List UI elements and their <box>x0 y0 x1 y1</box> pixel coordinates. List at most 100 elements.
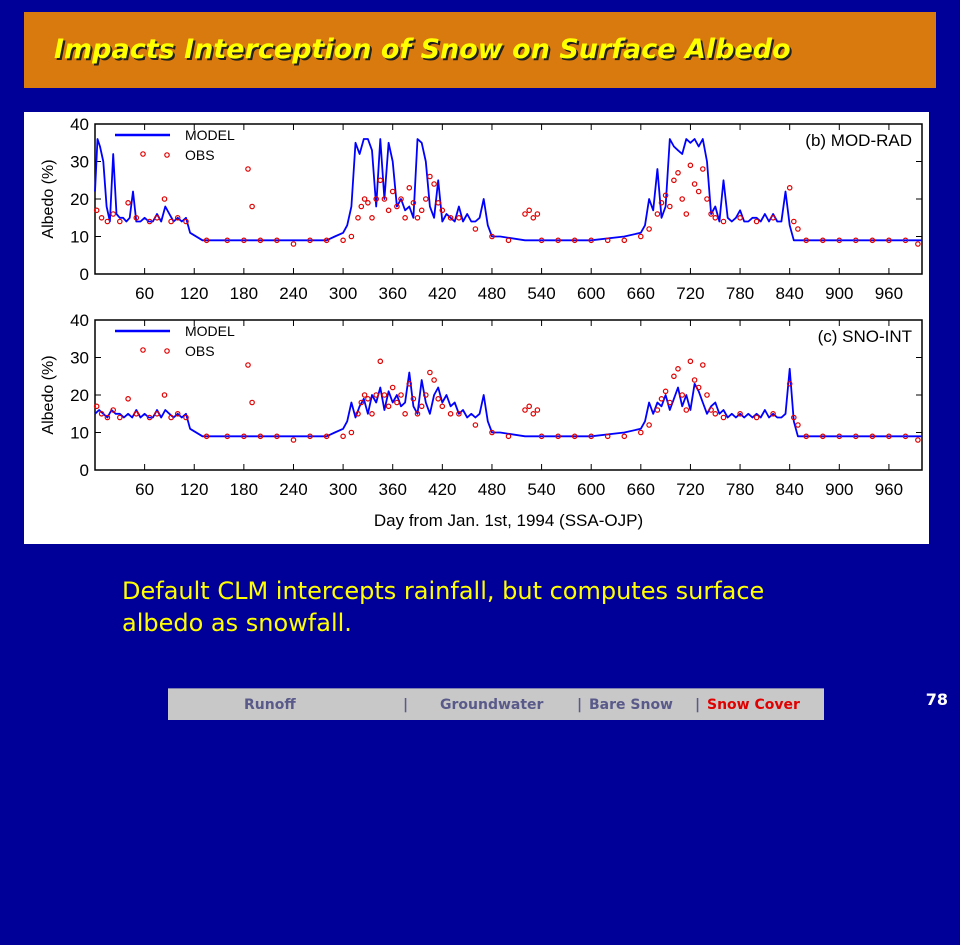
obs-point <box>472 226 479 232</box>
obs-point <box>369 410 375 417</box>
obs-point <box>203 433 210 440</box>
obs-point <box>203 237 210 244</box>
obs-point <box>679 196 686 202</box>
nav-separator: | <box>577 697 583 713</box>
obs-point <box>104 218 111 225</box>
obs-point <box>489 233 495 240</box>
nav-bare-snow[interactable]: Bare Snow <box>589 697 673 713</box>
obs-point <box>621 237 628 244</box>
nav-separator: | <box>695 697 701 713</box>
obs-point <box>712 215 719 221</box>
obs-point <box>803 237 810 244</box>
slide-caption: Default CLM intercepts rainfall, but com… <box>122 577 765 637</box>
obs-point <box>435 395 442 402</box>
obs-point <box>530 410 537 417</box>
obs-point <box>869 237 876 244</box>
x-tick-label: 720 <box>676 480 704 499</box>
legend-obs-label: OBS <box>185 343 215 359</box>
obs-point <box>737 410 743 417</box>
obs-point <box>886 433 892 440</box>
obs-point <box>695 384 702 391</box>
obs-point <box>699 166 706 172</box>
obs-point <box>125 395 131 402</box>
obs-point <box>427 173 433 180</box>
obs-point <box>687 162 694 169</box>
obs-point <box>691 181 698 187</box>
obs-point <box>555 433 561 440</box>
obs-point <box>385 207 392 214</box>
obs-point <box>753 218 760 225</box>
x-tick-label: 240 <box>279 284 307 303</box>
obs-point <box>604 237 611 244</box>
legend-model-label: MODEL <box>185 127 235 143</box>
obs-point <box>348 429 355 436</box>
obs-point <box>290 437 297 443</box>
x-tick-label: 300 <box>329 480 357 499</box>
obs-point <box>98 215 105 221</box>
obs-point <box>358 203 365 210</box>
obs-point <box>704 392 710 398</box>
x-tick-label: 960 <box>875 284 903 303</box>
obs-point <box>662 192 669 199</box>
obs-point <box>675 365 681 372</box>
obs-point <box>671 177 677 184</box>
nav-groundwater[interactable]: Groundwater <box>440 697 544 713</box>
obs-point <box>819 237 826 244</box>
x-tick-label: 240 <box>279 480 307 499</box>
obs-point <box>534 407 541 413</box>
obs-point <box>104 414 111 421</box>
obs-point <box>621 433 628 440</box>
obs-point <box>307 433 313 440</box>
obs-point <box>637 233 644 240</box>
nav-runoff[interactable]: Runoff <box>244 697 296 713</box>
obs-point <box>902 237 909 244</box>
nav-snow-cover[interactable]: Snow Cover <box>707 697 800 713</box>
x-tick-label: 960 <box>875 480 903 499</box>
obs-point <box>447 410 454 417</box>
obs-point <box>786 380 793 387</box>
obs-point <box>505 237 512 244</box>
obs-point <box>658 395 665 402</box>
obs-point <box>290 241 297 247</box>
obs-point <box>168 218 174 225</box>
x-tick-label: 360 <box>379 284 407 303</box>
obs-point <box>819 433 826 440</box>
obs-point <box>257 237 264 244</box>
obs-point <box>355 410 361 417</box>
obs-point <box>836 237 843 244</box>
obs-point <box>456 215 462 221</box>
x-tick-label: 420 <box>428 480 456 499</box>
legend-model-label: MODEL <box>185 323 235 339</box>
x-tick-label: 900 <box>825 284 853 303</box>
obs-point <box>168 414 174 421</box>
obs-point <box>604 433 611 440</box>
obs-point <box>361 196 368 202</box>
obs-point <box>770 410 776 417</box>
obs-point <box>146 414 153 421</box>
albedo-figure: 0 10 20 30 40 60 120 180 240 300 360 420 480 540 600 66… <box>24 112 929 544</box>
y-tick-label: 0 <box>80 461 89 480</box>
obs-point <box>687 358 694 365</box>
obs-point <box>381 196 388 202</box>
obs-point <box>852 237 859 244</box>
obs-point <box>530 215 537 221</box>
obs-point <box>588 237 595 244</box>
legend-obs-label: OBS <box>185 147 215 163</box>
panel-label: (b) MOD-RAD <box>805 131 912 150</box>
x-tick-label: 840 <box>775 284 803 303</box>
obs-point <box>555 237 561 244</box>
model-series-line <box>94 367 922 438</box>
obs-point <box>534 211 541 217</box>
obs-point <box>915 241 921 247</box>
obs-point <box>365 200 371 206</box>
obs-point <box>695 188 702 195</box>
obs-point <box>662 388 669 395</box>
obs-point <box>671 373 677 380</box>
obs-point <box>394 203 400 210</box>
obs-point <box>526 207 533 214</box>
obs-point <box>790 414 797 421</box>
obs-point <box>98 410 105 417</box>
obs-point <box>886 237 892 244</box>
obs-point <box>183 218 189 225</box>
title-bar: Impacts Interception of Snow on Surface … <box>24 12 936 88</box>
